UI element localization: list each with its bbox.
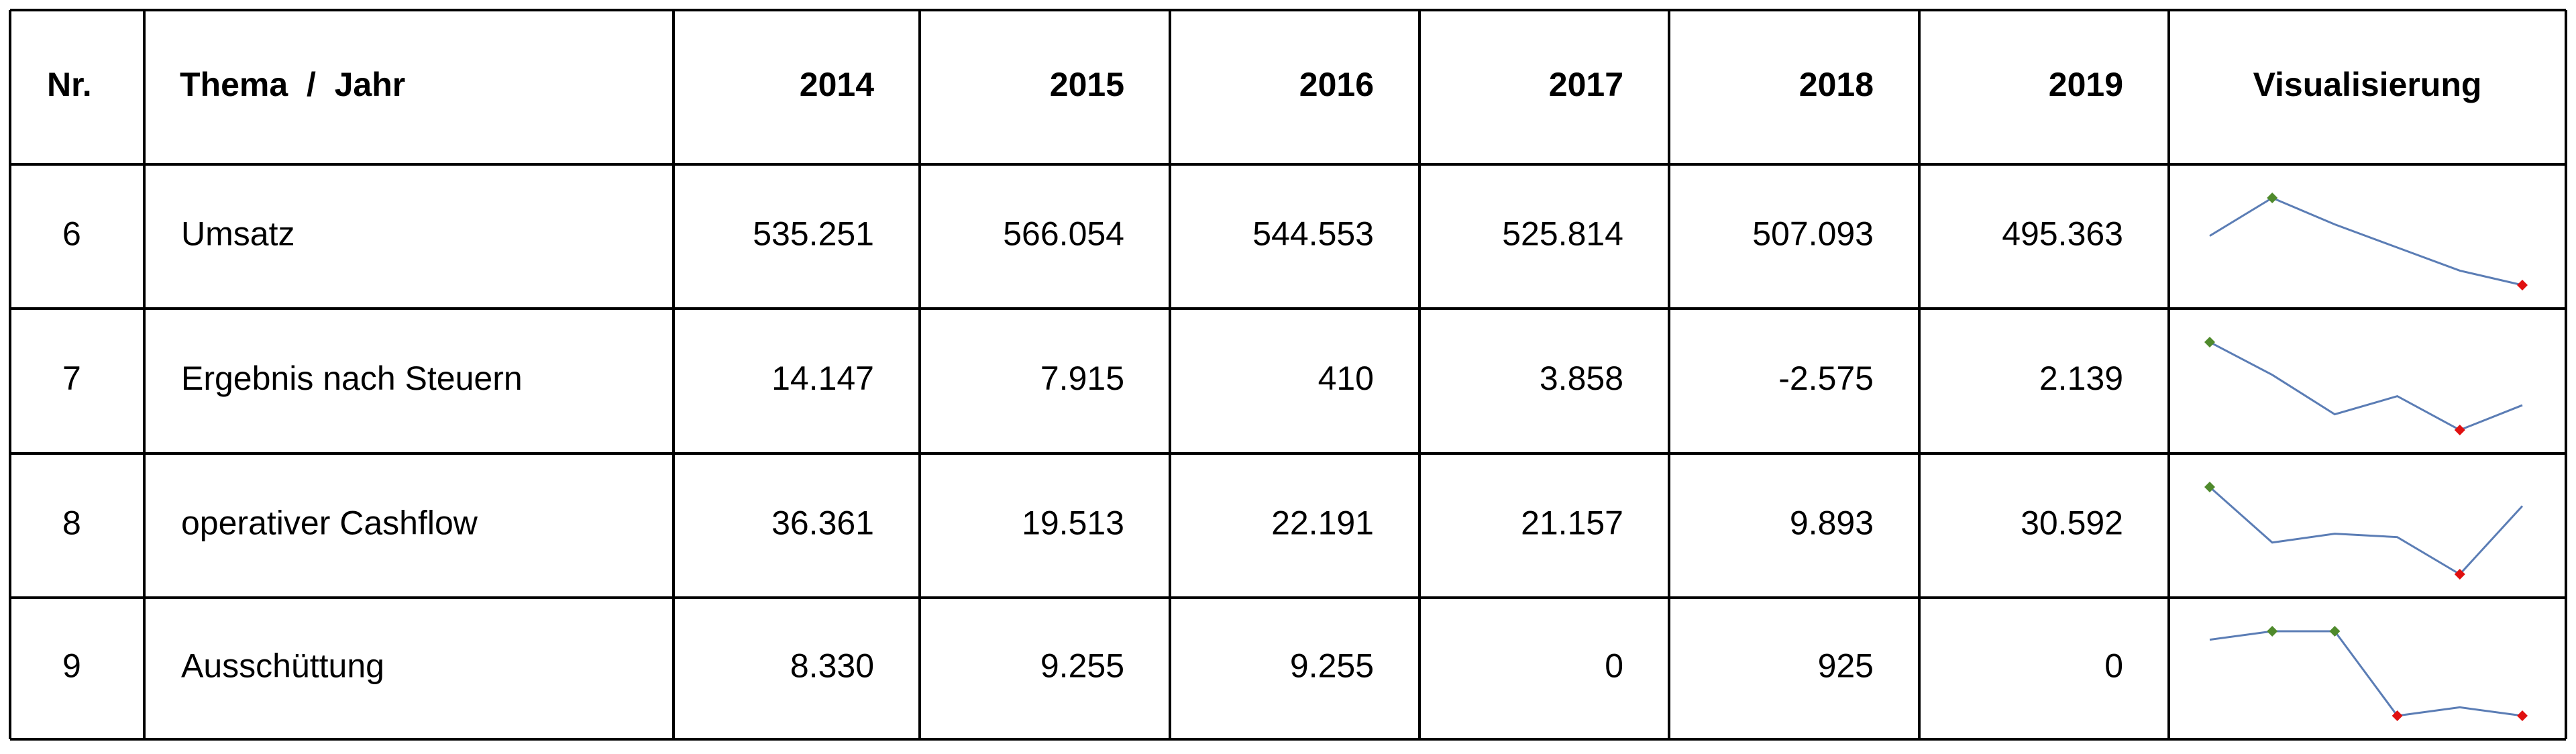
- sparkline-low-marker: [2454, 569, 2465, 580]
- sparkline-high-marker: [2267, 626, 2278, 637]
- header-cell: 2019: [2049, 66, 2123, 103]
- value-cell: 8.330: [790, 647, 874, 685]
- value-cell: 36.361: [771, 504, 874, 542]
- value-cell: 925: [1818, 647, 1874, 685]
- sparkline-high-marker: [2267, 193, 2278, 203]
- value-cell: 30.592: [2021, 504, 2123, 542]
- header-cell: 2015: [1050, 66, 1124, 103]
- header-cell: 2018: [1799, 66, 1874, 103]
- value-cell: 410: [1318, 360, 1374, 397]
- value-cell: 2.139: [2039, 360, 2123, 397]
- sparkline: [2209, 197, 2523, 286]
- header-cell: Nr.: [47, 66, 92, 103]
- row-number: 6: [62, 215, 81, 253]
- value-cell: 7.915: [1040, 360, 1124, 397]
- value-cell: -2.575: [1778, 360, 1874, 397]
- sparkline-low-marker: [2454, 425, 2465, 435]
- value-cell: 9.893: [1790, 504, 1874, 542]
- header-cell: 2016: [1299, 66, 1374, 103]
- value-cell: 495.363: [2002, 215, 2123, 253]
- sparkline-high-marker: [2204, 482, 2215, 492]
- value-cell: 9.255: [1040, 647, 1124, 685]
- row-number: 9: [62, 647, 81, 685]
- value-cell: 0: [2104, 647, 2123, 685]
- header-cell: Thema / Jahr: [180, 66, 405, 103]
- sparkline-high-marker: [2204, 337, 2215, 347]
- value-cell: 9.255: [1290, 647, 1374, 685]
- row-topic: Ergebnis nach Steuern: [181, 360, 523, 397]
- value-cell: 0: [1605, 647, 1623, 685]
- row-topic: Ausschüttung: [181, 647, 384, 685]
- sparkline-low-marker: [2517, 280, 2528, 290]
- value-cell: 525.814: [1502, 215, 1623, 253]
- value-cell: 544.553: [1252, 215, 1374, 253]
- sparkline: [2209, 630, 2523, 717]
- value-cell: 507.093: [1752, 215, 1874, 253]
- value-cell: 21.157: [1521, 504, 1623, 542]
- header-cell: 2014: [800, 66, 874, 103]
- row-number: 7: [62, 360, 81, 397]
- sparkline-low-marker: [2392, 710, 2403, 721]
- value-cell: 3.858: [1540, 360, 1623, 397]
- value-cell: 566.054: [1003, 215, 1124, 253]
- row-topic: operativer Cashflow: [181, 504, 478, 542]
- sparkline: [2209, 341, 2523, 431]
- value-cell: 14.147: [771, 360, 874, 397]
- sparkline-high-marker: [2329, 626, 2341, 637]
- header-cell: 2017: [1549, 66, 1623, 103]
- sparkline: [2209, 486, 2524, 576]
- row-topic: Umsatz: [181, 215, 294, 253]
- value-cell: 535.251: [753, 215, 874, 253]
- value-cell: 19.513: [1022, 504, 1124, 542]
- sparkline-low-marker: [2517, 710, 2528, 721]
- row-number: 8: [62, 504, 81, 542]
- value-cell: 22.191: [1271, 504, 1374, 542]
- header-cell: Visualisierung: [2253, 66, 2482, 103]
